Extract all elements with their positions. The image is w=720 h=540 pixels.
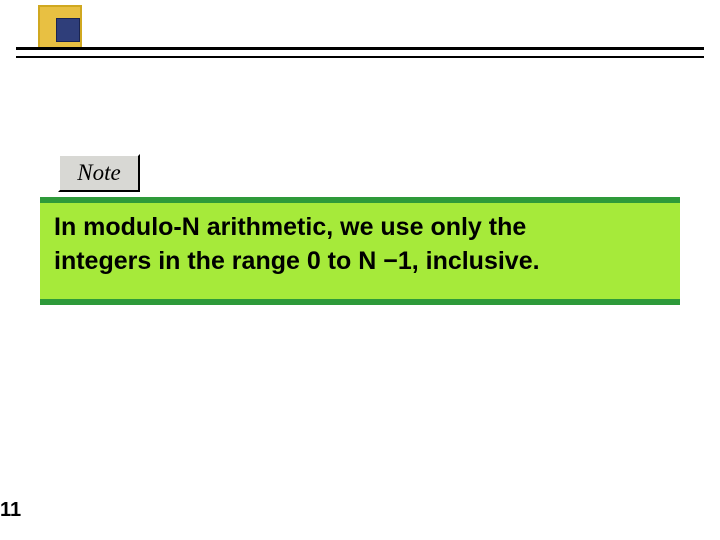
- body-text: In modulo-N arithmetic, we use only the …: [54, 211, 666, 279]
- body-line-2: integers in the range 0 to N −1, inclusi…: [54, 247, 540, 275]
- body-bar-bottom: [40, 299, 680, 305]
- body-panel: In modulo-N arithmetic, we use only the …: [40, 203, 680, 299]
- body-line-1: In modulo-N arithmetic, we use only the: [54, 213, 526, 241]
- note-label: Note: [77, 160, 120, 186]
- header-rule-thin: [16, 56, 704, 58]
- page-number: 11: [0, 499, 21, 522]
- decor-square-inner: [56, 18, 80, 42]
- header-rule-thick: [16, 47, 704, 50]
- note-label-box: Note: [58, 154, 140, 192]
